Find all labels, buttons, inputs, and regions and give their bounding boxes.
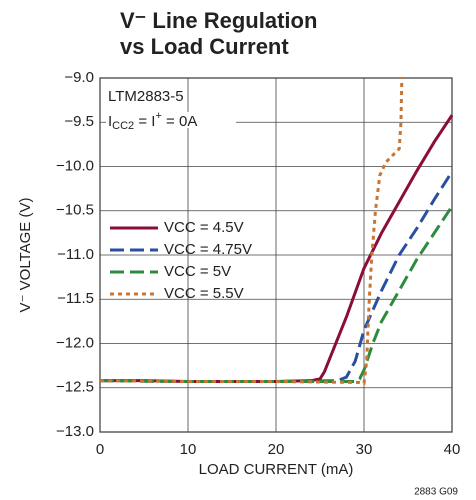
y-tick-label: −9.5 xyxy=(64,113,94,130)
y-tick-label: −10.0 xyxy=(56,157,94,174)
annotation-part: CC2 xyxy=(112,120,134,132)
legend-label: VCC = 5.5V xyxy=(164,285,244,302)
x-axis-label: LOAD CURRENT (mA) xyxy=(199,461,354,478)
y-tick-label: −12.0 xyxy=(56,334,94,351)
y-tick-label: −9.0 xyxy=(64,69,94,86)
data-line xyxy=(99,77,404,386)
annotation-part: + xyxy=(155,110,161,122)
footnote: 2883 G09 xyxy=(414,487,458,498)
annotation: ICC2 = I+ = 0A xyxy=(108,110,197,132)
y-tick-label: −12.5 xyxy=(56,379,94,396)
legend-label: VCC = 4.75V xyxy=(164,241,252,258)
annotation-part: I xyxy=(108,113,112,130)
x-tick-label: 20 xyxy=(268,441,285,458)
annotation-part: = I xyxy=(134,113,155,130)
legend-label: VCC = 5V xyxy=(164,263,231,280)
chart-title: V⁻ Line Regulation xyxy=(120,8,317,33)
x-tick-label: 0 xyxy=(96,441,104,458)
x-tick-label: 30 xyxy=(356,441,373,458)
chart-title: vs Load Current xyxy=(120,34,289,59)
annotation-part: = 0A xyxy=(162,113,197,130)
y-tick-label: −10.5 xyxy=(56,202,94,219)
legend-label: VCC = 4.5V xyxy=(164,219,244,236)
y-tick-label: −11.5 xyxy=(57,290,94,307)
annotation: LTM2883-5 xyxy=(108,88,184,105)
x-tick-label: 40 xyxy=(444,441,461,458)
y-tick-label: −11.0 xyxy=(57,246,94,263)
annotation-bg xyxy=(106,112,236,128)
y-axis-label: V⁻ VOLTAGE (V) xyxy=(17,198,34,313)
y-tick-label: −13.0 xyxy=(56,423,94,440)
x-tick-label: 10 xyxy=(180,441,197,458)
